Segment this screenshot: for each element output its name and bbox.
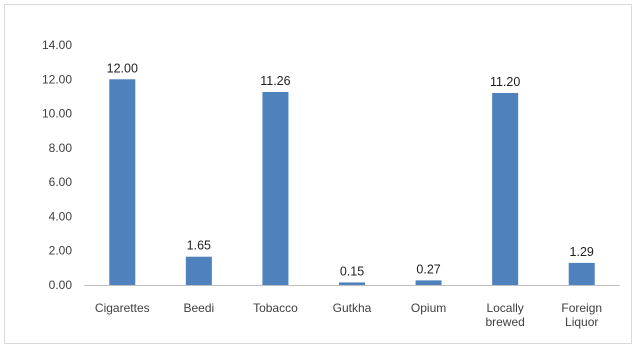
category-label: Foreign <box>561 301 602 315</box>
bar <box>415 280 442 285</box>
y-tick-label: 12.00 <box>42 72 72 86</box>
y-tick-label: 6.00 <box>49 175 73 189</box>
chart-frame <box>4 4 632 344</box>
bar <box>185 256 212 285</box>
data-label: 0.15 <box>340 264 364 278</box>
category-label: Opium <box>411 301 446 315</box>
data-label: 11.20 <box>490 75 520 89</box>
category-label: Beedi <box>184 301 215 315</box>
bar <box>492 93 519 285</box>
bar <box>568 262 595 285</box>
y-tick-label: 14.00 <box>42 38 72 52</box>
data-label: 0.27 <box>416 262 440 276</box>
category-label: Tobacco <box>253 301 298 315</box>
data-label: 12.00 <box>107 61 138 75</box>
category-label: Liquor <box>565 315 598 329</box>
y-tick-label: 10.00 <box>42 107 72 121</box>
bar <box>109 79 136 286</box>
y-tick-label: 0.00 <box>49 278 73 292</box>
category-label: Locally <box>486 301 523 315</box>
data-label: 1.29 <box>570 245 594 259</box>
data-label: 11.26 <box>260 74 290 88</box>
y-tick-label: 4.00 <box>49 209 73 223</box>
y-tick-label: 8.00 <box>49 141 73 155</box>
y-tick-label: 2.00 <box>49 244 73 258</box>
category-label: brewed <box>485 315 524 329</box>
bar <box>339 282 365 285</box>
bar <box>262 91 289 285</box>
category-label: Cigarettes <box>95 301 150 315</box>
category-label: Gutkha <box>333 301 372 315</box>
data-label: 1.65 <box>187 239 211 253</box>
